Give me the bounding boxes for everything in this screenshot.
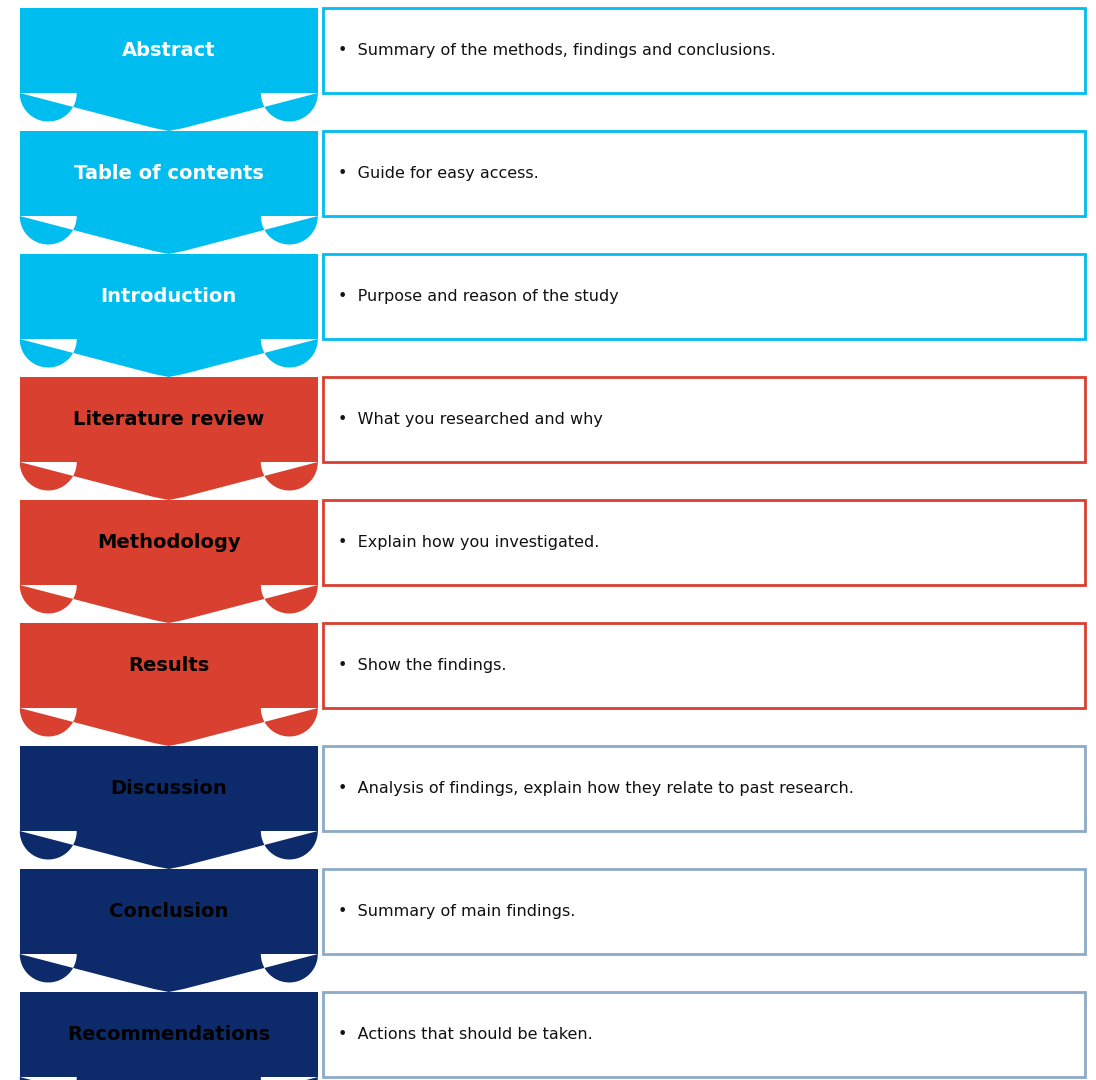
Text: •  Guide for easy access.: • Guide for easy access. <box>339 166 539 181</box>
Text: Methodology: Methodology <box>96 534 241 552</box>
FancyBboxPatch shape <box>323 8 1085 93</box>
Polygon shape <box>20 708 318 746</box>
Text: Introduction: Introduction <box>101 287 237 306</box>
Text: Literature review: Literature review <box>73 410 264 429</box>
Polygon shape <box>20 377 318 462</box>
Text: •  Summary of main findings.: • Summary of main findings. <box>339 904 575 919</box>
Text: Table of contents: Table of contents <box>73 164 264 183</box>
Polygon shape <box>20 585 318 623</box>
Polygon shape <box>20 869 318 954</box>
Text: Conclusion: Conclusion <box>110 902 228 921</box>
Text: •  Analysis of findings, explain how they relate to past research.: • Analysis of findings, explain how they… <box>339 781 854 796</box>
Polygon shape <box>20 131 318 216</box>
Text: Recommendations: Recommendations <box>67 1025 271 1044</box>
Polygon shape <box>20 93 318 131</box>
Text: Discussion: Discussion <box>111 779 227 798</box>
Text: •  Summary of the methods, findings and conclusions.: • Summary of the methods, findings and c… <box>339 43 776 58</box>
FancyBboxPatch shape <box>323 623 1085 708</box>
Text: •  Explain how you investigated.: • Explain how you investigated. <box>339 535 600 550</box>
Text: Abstract: Abstract <box>122 41 216 60</box>
Polygon shape <box>20 500 318 585</box>
Polygon shape <box>20 746 318 831</box>
Polygon shape <box>20 954 318 993</box>
Text: •  What you researched and why: • What you researched and why <box>339 411 603 427</box>
Text: Results: Results <box>128 656 209 675</box>
Polygon shape <box>20 831 318 869</box>
FancyBboxPatch shape <box>323 993 1085 1077</box>
FancyBboxPatch shape <box>323 869 1085 954</box>
Polygon shape <box>20 254 318 339</box>
Text: •  Actions that should be taken.: • Actions that should be taken. <box>339 1027 593 1042</box>
Polygon shape <box>20 993 318 1077</box>
FancyBboxPatch shape <box>323 500 1085 585</box>
Polygon shape <box>20 216 318 254</box>
FancyBboxPatch shape <box>323 377 1085 462</box>
Polygon shape <box>20 1077 318 1080</box>
Text: •  Show the findings.: • Show the findings. <box>339 658 506 673</box>
Polygon shape <box>20 462 318 500</box>
FancyBboxPatch shape <box>323 746 1085 831</box>
Polygon shape <box>20 8 318 93</box>
FancyBboxPatch shape <box>323 131 1085 216</box>
FancyBboxPatch shape <box>323 254 1085 339</box>
Polygon shape <box>20 339 318 377</box>
Polygon shape <box>20 623 318 708</box>
Text: •  Purpose and reason of the study: • Purpose and reason of the study <box>339 289 619 303</box>
